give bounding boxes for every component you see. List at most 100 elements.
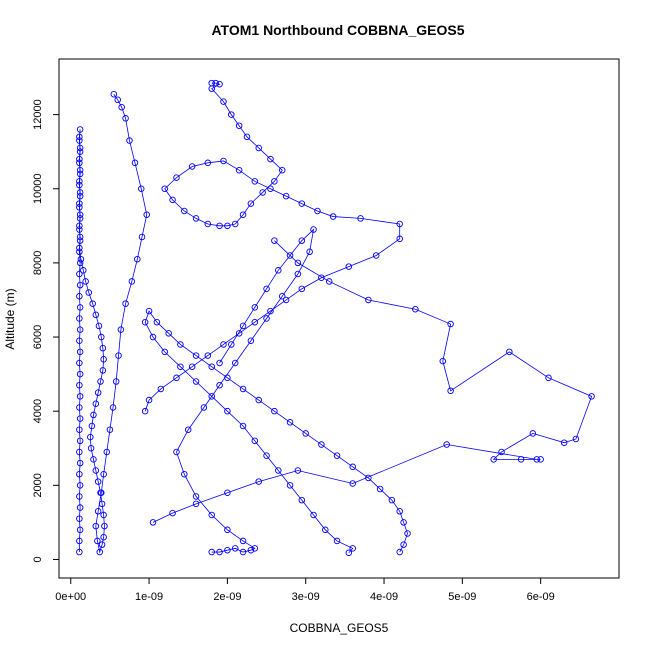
data-point bbox=[200, 404, 208, 411]
data-point bbox=[76, 137, 83, 144]
data-point bbox=[294, 270, 302, 278]
data-point bbox=[251, 178, 259, 185]
data-point bbox=[376, 485, 384, 493]
data-point bbox=[117, 326, 125, 333]
data-point bbox=[220, 341, 227, 348]
data-point bbox=[216, 222, 223, 230]
data-point bbox=[349, 480, 356, 487]
data-point bbox=[235, 166, 243, 174]
data-point bbox=[247, 200, 255, 207]
data-point bbox=[122, 115, 129, 122]
data-point bbox=[76, 493, 83, 500]
data-point bbox=[251, 318, 259, 326]
data-point bbox=[192, 378, 200, 385]
data-point bbox=[76, 281, 84, 289]
data-point bbox=[184, 426, 192, 433]
data-point bbox=[224, 222, 231, 230]
data-point bbox=[149, 333, 157, 341]
data-point bbox=[99, 344, 107, 352]
data-point bbox=[100, 356, 107, 363]
data-point bbox=[76, 304, 84, 311]
data-point bbox=[76, 326, 84, 333]
data-point bbox=[216, 359, 223, 367]
data-point bbox=[76, 504, 84, 511]
data-point bbox=[98, 333, 105, 341]
data-point bbox=[322, 526, 329, 534]
y-tick-label: 4000 bbox=[32, 399, 44, 423]
data-point bbox=[138, 233, 146, 241]
data-point bbox=[181, 207, 188, 215]
data-point bbox=[404, 530, 411, 537]
data-point bbox=[204, 220, 212, 228]
data-point bbox=[239, 422, 247, 430]
series-3 bbox=[149, 237, 595, 526]
x-tick-label: 0e+00 bbox=[55, 591, 86, 603]
data-point bbox=[94, 508, 102, 515]
data-point bbox=[76, 426, 83, 433]
data-point bbox=[76, 359, 83, 367]
data-point bbox=[161, 185, 168, 192]
data-point bbox=[76, 348, 84, 356]
data-point bbox=[101, 522, 108, 530]
data-point bbox=[349, 545, 356, 552]
data-point bbox=[271, 407, 278, 415]
data-point bbox=[192, 493, 200, 500]
data-point bbox=[153, 318, 161, 326]
data-point bbox=[94, 537, 101, 545]
data-point bbox=[106, 426, 114, 433]
data-point bbox=[76, 482, 84, 489]
data-point bbox=[372, 252, 380, 259]
data-point bbox=[87, 433, 94, 441]
data-point bbox=[87, 445, 95, 452]
data-point bbox=[235, 330, 243, 337]
data-point bbox=[447, 320, 454, 328]
data-point bbox=[439, 357, 447, 365]
data-point bbox=[255, 144, 262, 152]
series-4 bbox=[141, 307, 411, 557]
series-2 bbox=[141, 79, 403, 415]
data-point bbox=[103, 448, 111, 456]
series-1 bbox=[76, 90, 150, 556]
data-series bbox=[76, 79, 595, 557]
data-point bbox=[204, 352, 212, 359]
data-point bbox=[76, 200, 83, 207]
data-point bbox=[239, 385, 247, 393]
data-point bbox=[114, 96, 121, 104]
data-point bbox=[76, 393, 84, 400]
data-point bbox=[208, 85, 215, 92]
data-point bbox=[76, 437, 84, 445]
data-point bbox=[243, 133, 251, 141]
x-tick-label: 2e-09 bbox=[213, 591, 241, 603]
data-point bbox=[345, 263, 353, 270]
data-point bbox=[239, 211, 247, 218]
data-point bbox=[76, 244, 83, 252]
x-axis: 0e+00 1e-09 2e-09 3e-09 4e-09 5e-09 6e-09 bbox=[55, 577, 555, 603]
data-point bbox=[572, 435, 580, 443]
x-tick-label: 1e-09 bbox=[135, 591, 163, 603]
data-point bbox=[76, 337, 83, 344]
data-point bbox=[208, 511, 215, 519]
data-point bbox=[109, 404, 117, 411]
data-point bbox=[94, 478, 102, 485]
data-point bbox=[443, 441, 450, 448]
data-point bbox=[76, 415, 84, 422]
data-point bbox=[181, 470, 188, 478]
data-point bbox=[165, 330, 172, 337]
data-point bbox=[137, 185, 145, 192]
data-point bbox=[298, 285, 306, 293]
data-point bbox=[76, 548, 83, 556]
chart-title: ATOM1 Northbound COBBNA_GEOS5 bbox=[211, 22, 464, 38]
data-point bbox=[90, 456, 97, 463]
data-point bbox=[208, 393, 215, 400]
data-point bbox=[97, 378, 104, 385]
data-point bbox=[134, 255, 141, 263]
data-point bbox=[99, 367, 107, 374]
data-point bbox=[85, 289, 93, 296]
data-point bbox=[76, 189, 84, 196]
data-point bbox=[76, 166, 84, 174]
data-point bbox=[76, 222, 83, 230]
data-point bbox=[447, 387, 454, 395]
data-point bbox=[282, 192, 290, 200]
data-point bbox=[588, 393, 595, 400]
